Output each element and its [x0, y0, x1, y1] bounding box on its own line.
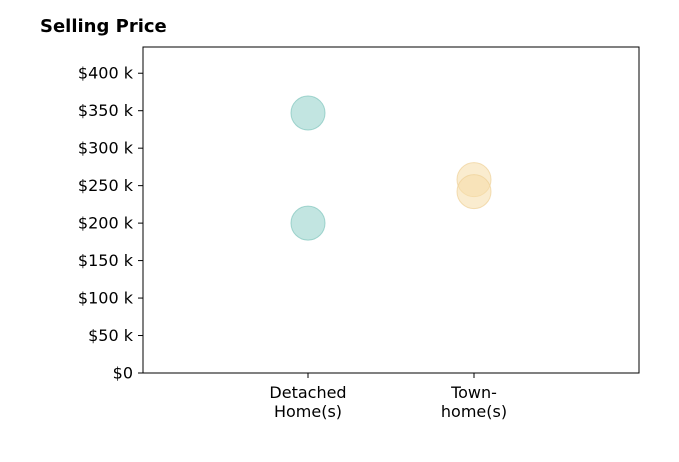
y-tick-label: $300 k — [78, 139, 134, 158]
y-tick-label: $250 k — [78, 176, 134, 195]
y-axis: $0 $50 k $100 k $150 k $200 k $250 k $300 k $35… — [78, 64, 143, 383]
data-point — [456, 174, 492, 210]
chart-title: Selling Price — [40, 16, 167, 37]
data-point — [290, 95, 326, 131]
x-tick-label: Detached — [269, 383, 346, 402]
x-tick-label: home(s) — [441, 402, 507, 421]
y-tick-label: $0 — [113, 364, 133, 383]
y-tick-label: $50 k — [88, 326, 134, 345]
y-tick-label: $200 k — [78, 214, 134, 233]
plot-frame — [142, 46, 640, 374]
y-tick-label: $350 k — [78, 101, 134, 120]
x-tick-label: Town- — [450, 383, 497, 402]
y-tick-label: $400 k — [78, 64, 134, 83]
y-tick-label: $100 k — [78, 289, 134, 308]
y-tick-label: $150 k — [78, 251, 134, 270]
data-point — [290, 205, 326, 241]
data-points — [290, 95, 492, 241]
x-tick-label: Home(s) — [274, 402, 342, 421]
